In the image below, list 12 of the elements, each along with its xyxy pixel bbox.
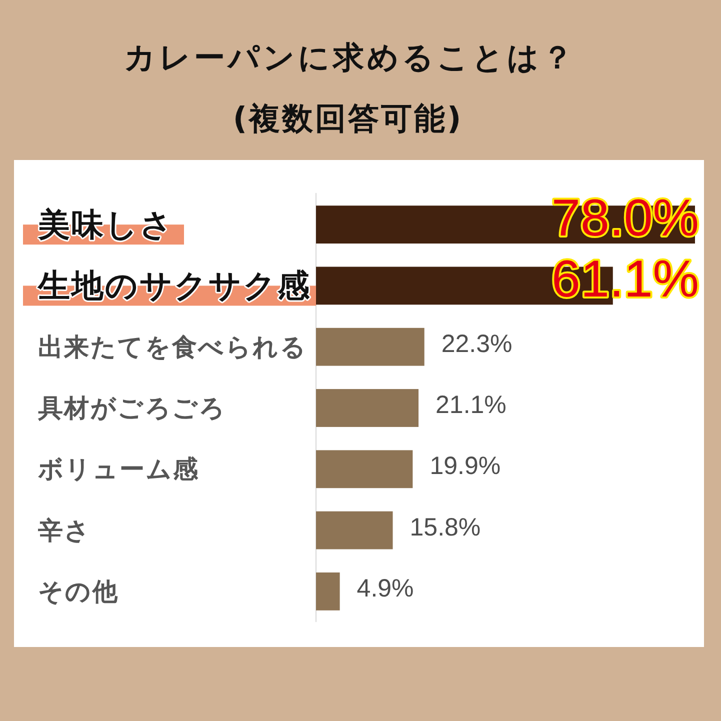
value-label: 15.8%: [410, 513, 481, 542]
value-label: 21.1%: [436, 391, 506, 419]
category-label: 具材がごろごろ: [38, 394, 226, 422]
subtitle: (複数回答可能): [232, 101, 464, 137]
value-label: 22.3%: [441, 330, 512, 358]
category-label: その他: [38, 576, 119, 606]
title: カレーパンに求めることは？: [124, 40, 576, 76]
category-label: 辛さ: [38, 516, 92, 545]
value-label: 4.9%: [356, 574, 414, 602]
category-label: 出来たてを食べられる: [38, 332, 307, 362]
category-label: ボリューム感: [38, 454, 200, 484]
value-label: 19.9%: [430, 452, 501, 480]
